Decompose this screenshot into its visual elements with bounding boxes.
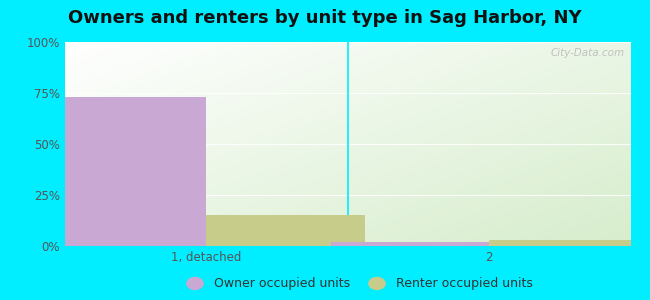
Bar xyxy=(207,215,365,246)
Bar xyxy=(331,242,489,246)
Text: Owners and renters by unit type in Sag Harbor, NY: Owners and renters by unit type in Sag H… xyxy=(68,9,582,27)
Text: Owner occupied units: Owner occupied units xyxy=(214,277,350,290)
Text: City-Data.com: City-Data.com xyxy=(551,48,625,58)
Text: Renter occupied units: Renter occupied units xyxy=(396,277,534,290)
Bar xyxy=(48,97,207,246)
Bar xyxy=(489,240,647,246)
